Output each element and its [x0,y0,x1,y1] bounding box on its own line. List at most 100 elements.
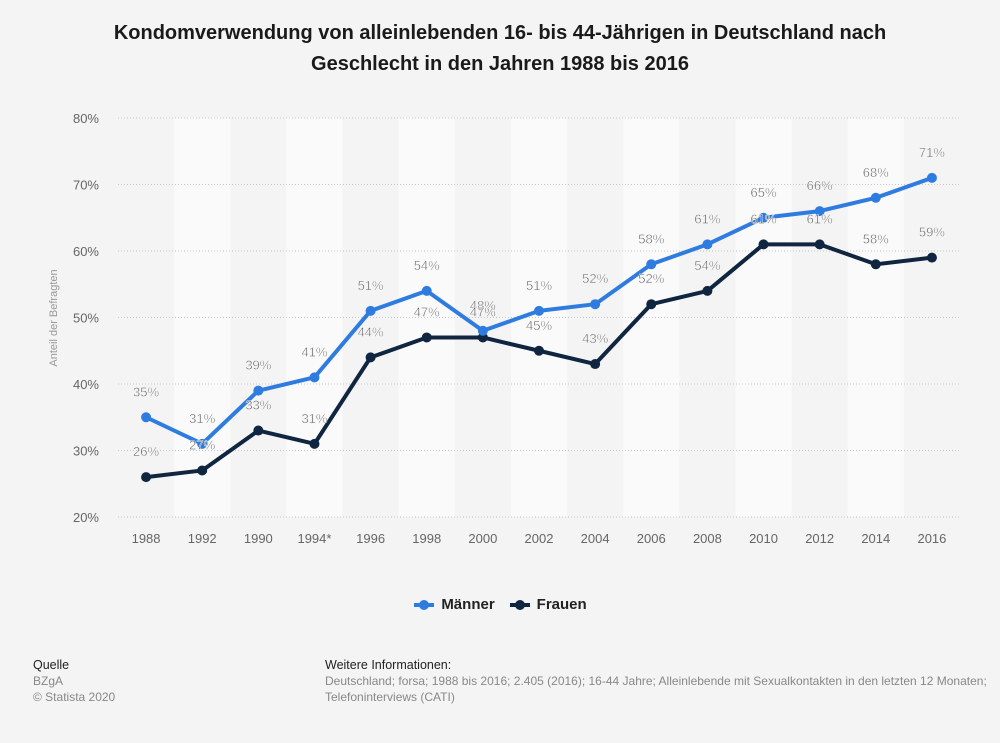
data-point [702,239,713,250]
data-point [421,332,432,343]
source-block: Quelle BZgA © Statista 2020 [33,657,115,705]
data-label: 47% [414,304,440,319]
line-chart: 20% 30% 40% 50% 60% 70% 80% 1988 1992 1990 1994* 1… [48,111,960,546]
y-tick-label: 60% [73,244,99,259]
data-label: 71% [919,145,945,160]
chart-title-line-2: Geschlecht in den Jahren 1988 bis 2016 [311,53,689,75]
x-tick-label: 1998 [412,531,441,546]
data-label: 35% [133,384,159,399]
data-label: 41% [301,344,327,359]
y-tick-label: 50% [73,311,99,326]
data-point [926,252,937,263]
data-label: 51% [358,278,384,293]
data-label: 45% [526,318,552,333]
x-tick-label: 2002 [525,531,554,546]
data-label: 61% [807,211,833,226]
data-point [534,345,544,356]
source-heading: Quelle [33,658,70,672]
y-tick-label: 80% [73,111,99,126]
data-point [646,299,657,310]
data-point [141,412,152,423]
data-point [309,372,320,383]
data-point [253,385,264,396]
x-tick-label: 2016 [917,531,946,546]
data-point [197,438,208,449]
x-tick-label: 2012 [805,531,834,546]
data-point [534,305,544,316]
x-tick-label: 1988 [132,531,161,546]
x-tick-label: 1996 [356,531,385,546]
data-label: 61% [751,211,777,226]
data-point [702,285,713,296]
data-label: 31% [189,411,215,426]
y-axis-ticks: 20% 30% 40% 50% 60% 70% 80% [73,111,99,525]
info-heading: Weitere Informationen: [325,658,452,672]
data-label: 27% [189,437,215,452]
data-label: 33% [245,398,271,413]
legend-marker-maenner [414,599,435,610]
data-label: 51% [526,278,552,293]
legend-label-maenner: Männer [441,596,495,613]
x-axis-ticks: 1988 1992 1990 1994* 1996 1998 2000 2002 2004 200… [132,531,947,546]
data-point [365,305,376,316]
y-tick-label: 20% [73,510,99,525]
legend-label-frauen: Frauen [536,596,587,613]
data-label: 47% [470,304,496,319]
x-tick-label: 2006 [637,531,666,546]
y-axis-label: Anteil der Befragten [48,269,60,366]
data-label: 68% [863,165,889,180]
data-point [758,239,769,250]
data-label: 39% [245,358,271,373]
data-point [870,192,881,203]
info-block: Weitere Informationen: Deutschland; fors… [325,657,987,705]
data-label: 61% [694,211,720,226]
data-point [646,259,657,270]
data-label: 65% [751,185,777,200]
x-tick-label: 1994* [297,531,331,546]
data-label: 52% [638,271,664,286]
gridlines [118,117,960,518]
data-point [421,285,432,296]
data-point [870,259,881,270]
x-tick-label: 2008 [693,531,722,546]
legend-marker-frauen [509,599,530,610]
column-band [847,118,904,517]
data-label: 59% [919,225,945,240]
data-point [814,239,825,250]
data-label: 43% [582,331,608,346]
data-label: 52% [582,271,608,286]
data-label: 58% [638,231,664,246]
legend: Männer Frauen [0,596,1000,613]
data-point [590,299,601,310]
data-point [926,172,937,183]
data-label: 54% [694,258,720,273]
x-tick-label: 2014 [861,531,890,546]
data-labels: 35% 31% 39% 41% 51% 54% 48% 51% 52% 58% 61% 65% 66% 6… [133,145,946,460]
y-tick-label: 40% [73,377,99,392]
chart-title: Kondomverwendung von alleinlebenden 16- … [0,18,1000,80]
y-tick-label: 30% [73,444,99,459]
data-point [309,438,320,449]
data-point [814,206,825,217]
info-line-1: Deutschland; forsa; 1988 bis 2016; 2.405… [325,674,987,688]
x-tick-label: 1990 [244,531,273,546]
column-band [623,118,680,517]
data-point [758,212,769,223]
x-tick-label: 1992 [188,531,217,546]
x-tick-label: 2004 [581,531,610,546]
data-point [197,465,208,476]
data-label: 26% [133,444,159,459]
data-label: 48% [470,298,496,313]
data-point [365,352,376,363]
data-label: 31% [301,411,327,426]
data-point [477,325,488,336]
chart-title-line-1: Kondomverwendung von alleinlebenden 16- … [113,22,887,44]
data-label: 54% [414,258,440,273]
legend-item-frauen[interactable]: Frauen [509,596,587,613]
series-lines [141,172,937,483]
data-label: 44% [358,324,384,339]
y-tick-label: 70% [73,178,99,193]
data-point [141,472,152,483]
legend-item-maenner[interactable]: Männer [413,596,495,613]
x-tick-label: 2010 [749,531,778,546]
